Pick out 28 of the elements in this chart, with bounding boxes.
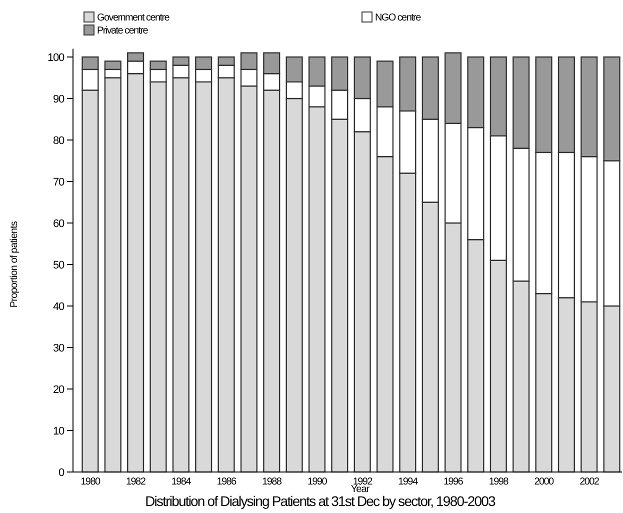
legend-label: Government centre [97,12,170,24]
x-tick-label: 1984 [171,476,192,488]
x-tick-label: 1990 [307,476,328,488]
legend-label: NGO centre [375,12,422,24]
y-axis-title: Proportion of patients [9,220,20,308]
x-tick-label: 2000 [534,476,555,488]
x-tick-label: 1988 [262,476,282,488]
x-tick-label: 1994 [398,476,418,488]
x-tick-label: 1986 [216,476,238,488]
y-tick-label: 40 [52,300,64,313]
y-tick-label: 0 [58,466,64,479]
x-axis-title: Year [350,484,370,495]
x-tick-label: 1998 [488,476,510,488]
x-tick-label: 1982 [126,476,146,488]
x-tick-label: 1996 [444,476,464,488]
legend-label: Private centre [97,26,149,36]
x-tick-label: 2002 [580,476,600,488]
y-tick-label: 80 [52,134,64,147]
y-tick-label: 70 [52,176,64,188]
x-tick-label: 1980 [80,476,101,488]
text: Distribution of Dialysing Patients at 31st Dec by sector, 1980-2003 [145,493,496,509]
y-tick-label: 90 [52,93,64,106]
y-tick-label: 100 [47,52,64,64]
y-tick-label: 20 [52,384,64,396]
y-tick-label: 60 [52,218,64,230]
y-tick-label: 30 [52,342,64,354]
y-tick-label: 10 [52,425,64,438]
y-tick-label: 50 [52,259,64,272]
